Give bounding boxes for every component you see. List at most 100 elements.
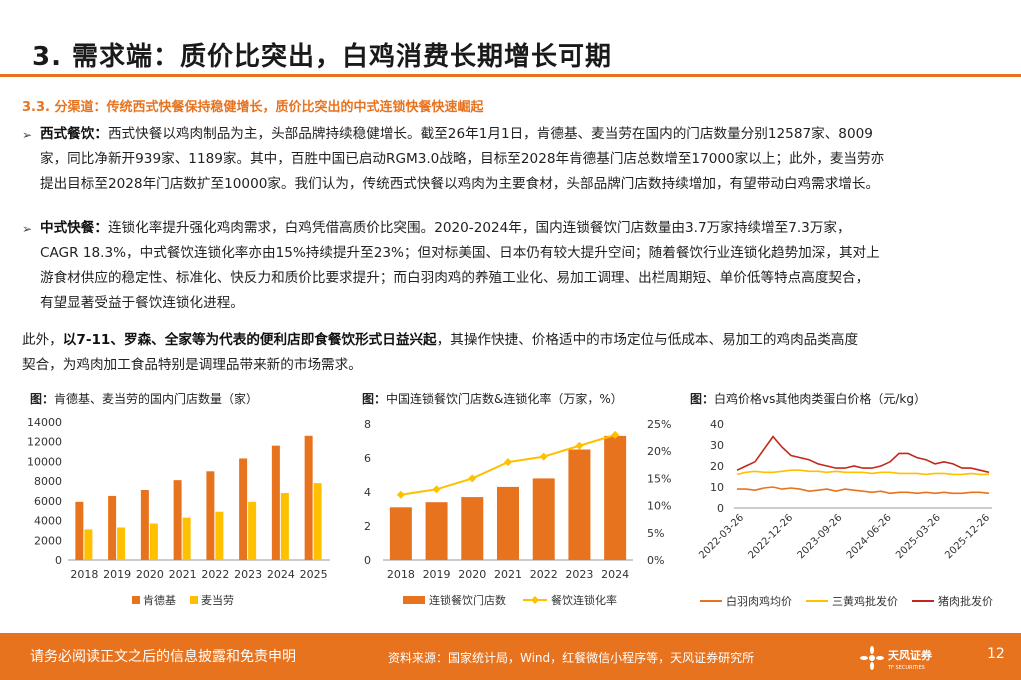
bar-kfc	[173, 480, 182, 560]
y-tick-label: 20	[710, 460, 724, 473]
y-tick-label: 12000	[27, 436, 62, 449]
y-left-tick-label: 8	[364, 418, 371, 431]
x-tick-label: 2022	[530, 568, 558, 581]
x-tick-label: 2023-09-26	[796, 512, 845, 561]
bar-kfc	[140, 490, 149, 560]
legend-marker	[531, 596, 539, 604]
y-tick-label: 2000	[34, 534, 62, 547]
bullet-western-line1: 西式快餐以鸡肉制品为主，头部品牌持续稳健增长。截至26年1月1日，肯德基、麦当劳…	[107, 126, 873, 142]
bullet-chinese-line1: 连锁化率提升强化鸡肉需求，白鸡凭借高质价比突围。2020-2024年，国内连锁餐…	[107, 220, 851, 236]
bar-chain-stores	[461, 497, 484, 560]
bar-kfc	[239, 458, 248, 560]
y-tick-label: 30	[710, 439, 724, 452]
para-prefix: 此外，	[22, 332, 63, 348]
y-tick-label: 4000	[34, 515, 62, 528]
chart3-title-prefix: 图：	[690, 392, 715, 406]
chart-store-count: 0 2000 4000 6000 8000 10000 12000 14000 2018 2019…	[27, 416, 330, 607]
section-subtitle: 3.3. 分渠道：传统西式快餐保持稳健增长，质价比突出的中式连锁快餐快速崛起	[22, 100, 484, 115]
bar-mcd	[149, 523, 158, 560]
tianfeng-logo: 天风证券 TF SECURITIES	[860, 643, 940, 673]
bar-chain-stores	[497, 486, 519, 560]
chart1-title: 图：肯德基、麦当劳的国内门店数量（家）	[30, 390, 258, 407]
y-right-tick-label: 0%	[647, 554, 664, 567]
x-tick-label: 2025-03-26	[894, 512, 943, 561]
bullet-western-line2: 家，同比净新开939家、1189家。其中，百胜中国已启动RGM3.0战略，目标至…	[40, 151, 885, 167]
bar-mcd	[182, 517, 191, 560]
x-tick-label: 2023	[565, 568, 593, 581]
para-suffix: ，其操作快捷、价格适中的市场定位与低成本、易加工的鸡肉品类高度	[436, 332, 859, 348]
bullet-chinese-line2: CAGR 18.3%，中式餐饮连锁化率亦由15%持续提升至23%；但对标美国、日…	[40, 245, 880, 261]
convenience-paragraph: 此外，以7-11、罗森、全家等为代表的便利店即食餐饮形式日益兴起，其操作快捷、价…	[22, 328, 858, 353]
y-right-tick-label: 15%	[647, 472, 671, 485]
series-line	[736, 435, 990, 474]
chart1-title-text: 肯德基、麦当劳的国内门店数量（家）	[54, 392, 259, 406]
y-tick-label: 10	[710, 481, 724, 494]
bullet-chinese-line3: 游食材供应的稳定性、标准化、快反力和质价比要求提升；而白羽肉鸡的养殖工业化、易加…	[40, 270, 870, 286]
x-tick-label: 2024	[267, 568, 295, 581]
y-right-tick-label: 20%	[647, 445, 671, 458]
bar-mcd	[117, 527, 126, 560]
y-right-tick-label: 5%	[647, 527, 664, 540]
x-tick-label: 2025-12-26	[943, 512, 992, 561]
bullet-arrow-icon: ➢	[22, 128, 33, 142]
point-chain-rate	[575, 441, 584, 450]
bullet-chinese-line4: 有望显著受益于餐饮连锁化进程。	[40, 295, 244, 311]
y-tick-label: 0	[717, 502, 724, 515]
footer-bar	[0, 633, 1021, 680]
bullet-arrow-icon: ➢	[22, 222, 33, 236]
y-right-tick-label: 10%	[647, 500, 671, 513]
legend-label: 猪肉批发价	[938, 594, 993, 608]
bullet-western: 西式餐饮：西式快餐以鸡肉制品为主，头部品牌持续稳健增长。截至26年1月1日，肯德…	[40, 122, 873, 147]
para-bold: 以7-11、罗森、全家等为代表的便利店即食餐饮形式日益兴起	[62, 332, 437, 348]
point-chain-rate	[468, 474, 477, 483]
x-tick-label: 2019	[423, 568, 451, 581]
x-tick-label: 2018	[387, 568, 415, 581]
chart-meat-prices: 0 10 20 30 40 2022-03-26 2022-12-26 2023-09-26 2…	[697, 418, 993, 608]
legend-label: 麦当劳	[201, 593, 234, 607]
page-title: 3. 需求端：质价比突出，白鸡消费长期增长可期	[32, 42, 613, 72]
legend-label: 肯德基	[143, 593, 176, 607]
bar-chain-stores	[604, 435, 627, 560]
chart-chain-stores: 0 2 4 6 8 0% 5% 10% 15% 20% 25% 2018 2019 2020 2021 202…	[364, 418, 671, 607]
x-tick-label: 2022-12-26	[746, 512, 795, 561]
series-line	[737, 486, 990, 495]
x-tick-label: 2021	[494, 568, 522, 581]
y-tick-label: 0	[55, 554, 62, 567]
bar-kfc	[108, 495, 117, 560]
y-tick-label: 40	[710, 418, 724, 431]
y-left-tick-label: 0	[364, 554, 371, 567]
logo-subtext: TF SECURITIES	[887, 665, 925, 671]
point-chain-rate	[396, 490, 405, 499]
point-chain-rate	[611, 430, 620, 439]
chart3-title: 图：白鸡价格vs其他肉类蛋白价格（元/kg）	[690, 390, 926, 407]
chart2-title-text: 中国连锁餐饮门店数&连锁化率（万家，%）	[386, 392, 623, 406]
convenience-paragraph-line2: 契合，为鸡肉加工食品特别是调理品带来新的市场需求。	[22, 357, 362, 373]
x-tick-label: 2023	[234, 568, 262, 581]
y-tick-label: 10000	[27, 455, 62, 468]
bar-kfc	[271, 445, 280, 560]
series-line	[736, 469, 989, 476]
bar-kfc	[206, 471, 215, 560]
y-tick-label: 6000	[34, 495, 62, 508]
x-tick-label: 2022-03-26	[697, 512, 746, 561]
bar-mcd	[84, 529, 93, 560]
y-tick-label: 14000	[27, 416, 62, 429]
legend-label: 连锁餐饮门店数	[429, 593, 506, 607]
y-tick-label: 8000	[34, 475, 62, 488]
legend-label: 白羽肉鸡均价	[726, 594, 792, 608]
tianfeng-logo-icon: 天风证券 TF SECURITIES	[860, 646, 933, 671]
x-tick-label: 2019	[103, 568, 131, 581]
legend-swatch	[190, 596, 198, 604]
bar-chain-stores	[568, 449, 591, 560]
bullet-western-label: 西式餐饮：	[40, 126, 108, 142]
bar-mcd	[248, 501, 257, 560]
chart1-title-prefix: 图：	[30, 392, 55, 406]
x-tick-label: 2018	[70, 568, 98, 581]
bar-chain-stores	[389, 507, 412, 560]
footer-disclaimer: 请务必阅读正文之后的信息披露和免责申明	[30, 649, 296, 665]
bar-mcd	[215, 511, 224, 560]
y-right-tick-label: 25%	[647, 418, 671, 431]
legend-label: 三黄鸡批发价	[832, 594, 898, 608]
title-divider	[0, 74, 1021, 77]
y-left-tick-label: 4	[364, 486, 371, 499]
